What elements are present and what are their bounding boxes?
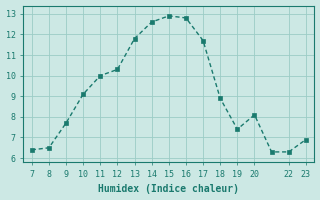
X-axis label: Humidex (Indice chaleur): Humidex (Indice chaleur) <box>98 184 239 194</box>
